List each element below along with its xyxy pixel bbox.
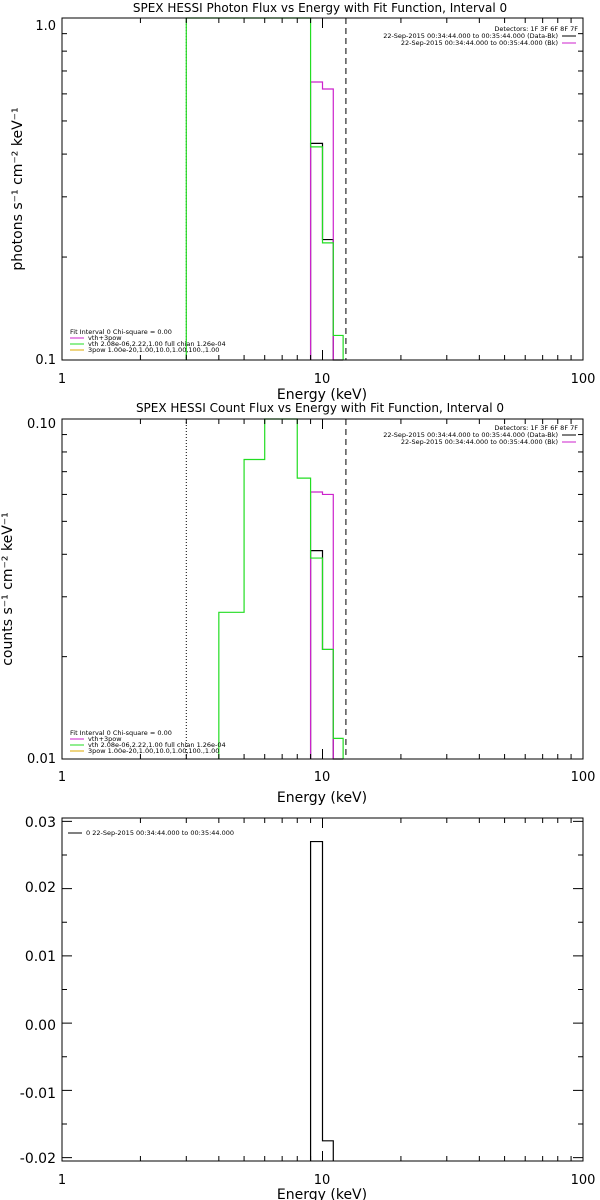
panel2-xtick-100: 100 [571,770,596,785]
panel3-legend: 0 22-Sep-2015 00:34:44.000 to 00:35:44.0… [68,829,234,837]
panel1-legend-3pow: 3pow 1.00e-20,1.00,10.0,1.00,100.,1.00 [88,346,219,354]
panel1-legend-bottom: Fit Interval 0 Chi-square = 0.00 vth+3po… [70,328,226,354]
panel1-detectors-label: Detectors: 1F 3F 6F 8F 7F [494,25,578,33]
panel1-xtick-10: 10 [314,372,331,387]
panel3-ticks [61,818,584,1161]
panel3-xtick-100: 100 [571,1173,596,1188]
panel2-legend-vth: vth 2.08e-06,2.22,1.00 full chian 1.26e-… [88,741,226,749]
panel1-ytick-bottom: 0.1 [35,353,56,368]
panel1-legend-top-item-0: 22-Sep-2015 00:34:44.000 to 00:35:44.000… [383,32,558,40]
panel3-legend-item-0: 0 22-Sep-2015 00:34:44.000 to 00:35:44.0… [86,829,234,837]
panel2-legend-top-item-1: 22-Sep-2015 00:34:44.000 to 00:35:44.000… [401,438,558,446]
panel3-xtick-10: 10 [314,1173,331,1188]
panel2-xtick-10: 10 [314,770,331,785]
panel1-title: SPEX HESSI Photon Flux vs Energy with Fi… [133,1,507,15]
panel2-ytick-bottom: 0.01 [27,752,56,767]
panel2-legend-top: 22-Sep-2015 00:34:44.000 to 00:35:44.000… [383,431,576,446]
panel-photon-flux: SPEX HESSI Photon Flux vs Energy with Fi… [10,1,595,403]
panel1-series-2-step-line [185,17,344,360]
panel2-series [185,418,347,760]
panel3-series-0-step-line [309,840,334,1161]
panel2-series-2-step-line [218,418,344,759]
panel-count-flux: SPEX HESSI Count Flux vs Energy with Fit… [0,401,595,806]
panel1-xlabel: Energy (keV) [277,387,367,403]
panel2-legend-bottom: Fit Interval 0 Chi-square = 0.00 vth+3po… [70,729,226,755]
panel1-ticks [61,17,584,361]
panel3-ytick-0.01: 0.01 [25,949,56,965]
panel2-legend-top-item-0: 22-Sep-2015 00:34:44.000 to 00:35:44.000… [383,431,558,439]
panel2-xlabel: Energy (keV) [277,790,367,806]
panel1-xtick-100: 100 [571,372,596,387]
panel1-legend-vth: vth 2.08e-06,2.22,1.00 full chian 1.26e-… [88,340,226,348]
panel2-title: SPEX HESSI Count Flux vs Energy with Fit… [136,401,504,415]
panel1-xtick-1: 1 [58,372,66,387]
panel3-ytick-0.00: 0.00 [25,1018,56,1034]
panel2-ytick-top: 0.10 [27,417,56,432]
panel3-ytick-neg0.02: -0.02 [20,1151,56,1167]
panel1-legend-fit-interval: Fit Interval 0 Chi-square = 0.00 [70,328,172,336]
panel3-ytick-0.03: 0.03 [25,815,56,831]
panel1-series [185,17,347,361]
panel1-legend-model: vth+3pow [88,334,122,342]
panel2-legend-fit-interval: Fit Interval 0 Chi-square = 0.00 [70,729,172,737]
panel1-series-0-step-line [309,142,344,361]
panel1-legend-top: 22-Sep-2015 00:34:44.000 to 00:35:44.000… [383,32,576,47]
panel2-xtick-1: 1 [58,770,66,785]
panel2-detectors-label: Detectors: 1F 3F 6F 8F 7F [494,424,578,432]
panel1-ytick-top: 1.0 [35,19,56,34]
panel2-ylabel: counts s⁻¹ cm⁻² keV⁻¹ [0,512,16,666]
panel1-legend-top-item-1: 22-Sep-2015 00:34:44.000 to 00:35:44.000… [401,39,558,47]
panel3-ytick-neg0.01: -0.01 [20,1086,56,1102]
panel-residuals: 0.03 0.02 0.01 0.00 -0.01 -0.02 1 10 100… [20,815,596,1200]
panel3-ytick-0.02: 0.02 [25,880,56,896]
panel2-legend-3pow: 3pow 1.00e-20,1.00,10.0,1.00,100.,1.00 [88,747,219,755]
panel1-ylabel: photons s⁻¹ cm⁻² keV⁻¹ [10,107,26,270]
panel3-xtick-1: 1 [58,1173,66,1188]
panel3-series [309,840,334,1161]
panel2-series-0-step-line [309,550,344,760]
panel3-xlabel: Energy (keV) [277,1187,367,1200]
panel2-ticks [61,418,584,760]
panel2-legend-model: vth+3pow [88,735,122,743]
